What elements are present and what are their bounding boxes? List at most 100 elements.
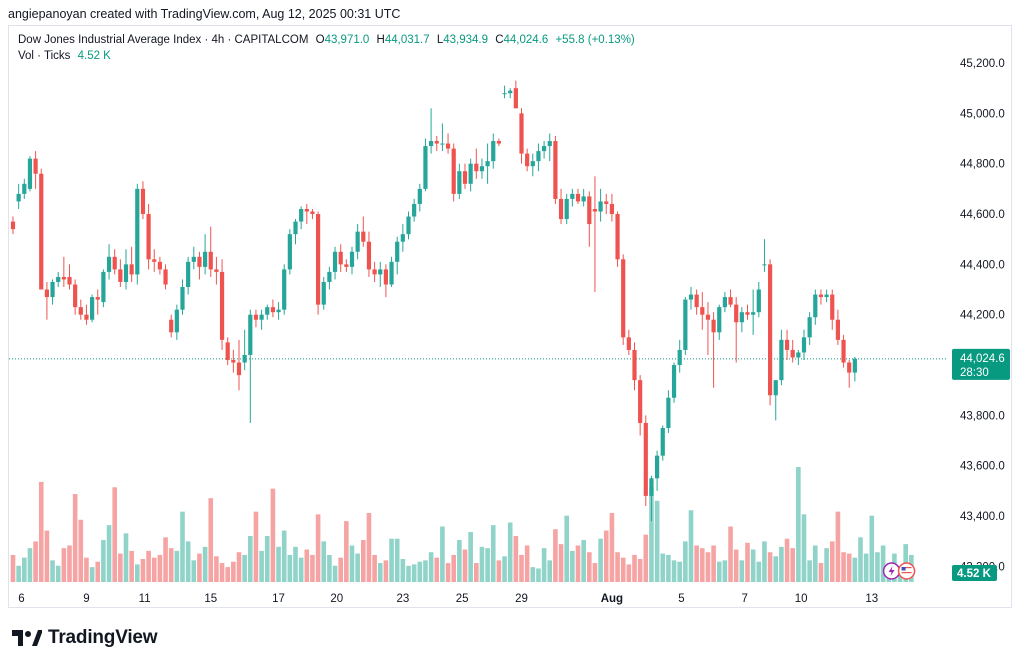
candle-body [762,264,767,266]
tradingview-logo-icon [12,630,42,646]
tradingview-logo[interactable]: TradingView [12,626,158,650]
ohlc-legend: Dow Jones Industrial Average Index · 4h … [18,34,635,46]
candle-body [717,307,722,333]
candle-body [293,221,298,235]
candle-body [660,427,665,456]
volume-bar [208,498,214,582]
volume-bar [191,560,197,582]
candle-body [694,294,699,308]
candle-body [683,299,688,350]
chart-frame [8,25,1012,608]
volume-bar [570,550,575,582]
candle-body [434,141,439,144]
volume-bar [72,494,78,582]
volume-bar [813,545,818,582]
volume-bar [784,538,790,582]
candle-body [553,141,558,199]
volume-bar [462,549,468,582]
last-price-tag-value: 44,024.6 [960,353,1005,365]
candle-body [722,297,727,308]
high-label: H [376,34,385,46]
volume-bar [372,554,377,582]
volume-bar [547,560,553,582]
volume-bar [575,545,581,582]
candle-body [468,163,473,184]
volume-bar [101,540,106,582]
volume-bar [745,542,750,582]
x-tick-label: 25 [456,593,469,605]
volume-bar [474,563,479,582]
candle-body [310,211,315,215]
volume-bar [434,557,440,582]
volume-bar [875,552,880,582]
candle-body [208,251,213,270]
volume-bar [694,545,699,582]
volume-label[interactable]: Vol · Ticks [18,50,71,62]
candle-body [236,362,242,376]
volume-bar [807,560,812,582]
candle-body [276,309,281,313]
volume-bar [824,548,829,582]
volume-bar [140,559,146,582]
volume-bar [835,511,841,582]
candle-body [575,193,581,202]
candle-body [180,287,185,310]
candle-body [671,365,677,398]
candle-body [248,314,253,355]
volume-bar [445,563,451,582]
volume-bar [502,556,507,582]
volume-bar [146,550,151,582]
volume-bar [716,561,722,582]
candle-body [423,146,428,189]
volume-bar [558,544,564,582]
volume-bar [553,529,558,582]
candle-body [22,183,27,194]
volume-bar [530,567,536,582]
candle-body [214,269,219,272]
candle-body [479,166,485,172]
candle-body [344,264,349,267]
candle-body [824,294,829,298]
candle-body [790,349,795,358]
close-value: 44,024.6 [503,34,549,46]
volume-bar [451,554,456,582]
volume-bar [632,554,637,582]
volume-bar [880,545,886,582]
volume-bar [440,526,445,582]
volume-bar [762,541,767,582]
candle-body [383,269,388,285]
volume-bar [163,537,168,582]
volume-bar [10,554,16,582]
candle-body [123,264,129,282]
volume-bar [417,561,423,582]
us-flag-stripe [901,567,912,569]
candle-body [225,342,230,361]
candle-body [95,297,100,300]
candle-body [282,269,287,310]
volume-bar [683,541,688,582]
candle-body [157,261,162,270]
candle-body [203,251,208,267]
volume-bar [22,557,27,582]
volume-bar [609,513,615,582]
candle-body [688,294,694,300]
candle-body [502,93,507,95]
candle-body [739,312,744,323]
x-tick-label: 5 [678,593,684,605]
candle-body [152,259,157,262]
symbol-description[interactable]: Dow Jones Industrial Average Index · 4h … [18,34,309,46]
change-value: +55.8 (+0.13%) [555,34,635,46]
candle-body [768,264,773,396]
candle-body [174,309,179,333]
volume-bar [253,511,259,582]
candle-body [372,269,377,275]
volume-bar [338,557,343,582]
candle-body [406,216,411,235]
candle-body [270,307,275,313]
candle-body [547,141,552,147]
volume-bar [406,565,411,582]
y-tick-label: 43,800.0 [960,410,1005,422]
y-tick-label: 44,200.0 [960,310,1005,322]
open-value: 43,971.0 [324,34,370,46]
